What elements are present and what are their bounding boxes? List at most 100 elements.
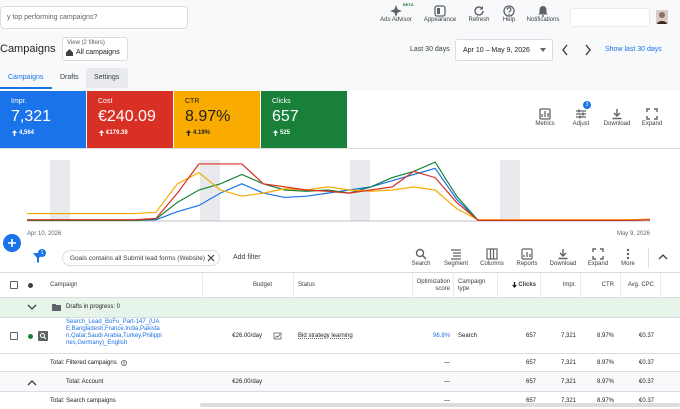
table-tool-label[interactable]: Columns [480,261,504,267]
table-tool-icon[interactable] [415,248,427,260]
table-tool-label[interactable]: More [621,261,635,267]
metric-card[interactable]: Cost €240.09 €179.39 [87,91,173,148]
column-header[interactable]: Status [298,282,316,288]
chart-tool-icon[interactable] [611,108,623,120]
icon-part [274,333,281,339]
icon-part [576,110,586,118]
chip-text: Goals contains all Submit lead forms (We… [70,255,205,262]
help-icon [121,360,127,366]
table-tool-label[interactable]: Search [411,261,431,267]
icon-part [523,252,531,257]
metric-card[interactable]: Impr. 7,321 4,564 [0,91,86,148]
date-caret[interactable] [540,48,546,52]
filter-chip[interactable]: Goals contains all Submit lead forms (We… [62,250,220,266]
toolbar-icon[interactable] [503,5,515,17]
table-tool-icon[interactable] [557,248,569,260]
campaign-type-icon [38,331,48,341]
column-header[interactable]: Campaign type [458,278,486,292]
column-header[interactable]: CTR [601,282,614,288]
total-impr: 7,321 [560,398,576,404]
tab[interactable]: Drafts [60,74,79,81]
icon-part [626,252,630,256]
view-icon [66,49,73,56]
chart-tool-label[interactable]: Adjust [572,121,590,127]
row-checkbox[interactable] [10,332,18,340]
column-header[interactable]: Campaign [50,282,78,288]
filter-badge: 1 [38,249,46,257]
total-cpc: €0.37 [638,379,654,385]
table-tool-icon[interactable] [622,248,634,260]
table-tool-icon[interactable] [592,248,604,260]
fab[interactable] [3,234,21,252]
toolbar-label[interactable]: Notifications [526,17,560,23]
metric-change: 4,564 [19,130,35,136]
toolbar-label[interactable]: Appearance [423,17,457,23]
next-arrow[interactable] [585,44,591,56]
toolbar-label[interactable]: Ads Advisor [380,17,412,23]
column-header[interactable]: Impr. [562,282,576,288]
total-opt: — [444,360,450,366]
chart-tool-label[interactable]: Expand [641,121,663,127]
icon-part [40,333,45,338]
drafts-chevron[interactable] [27,304,37,310]
campaign-name[interactable]: Search_Lead_BoFu_Part-147_(UAE,Banglades… [66,319,162,346]
add-filter[interactable]: Add filter [233,254,261,261]
column-header[interactable]: Clicks [518,282,536,288]
beta-badge: BETA [403,2,414,7]
h-scrollbar [200,403,680,407]
metric-card[interactable]: CTR 8.97% 4.19% [174,91,260,148]
toolbar-icon[interactable] [473,5,485,17]
table-tool-icon[interactable] [450,248,462,260]
view-box[interactable]: View (2 filters) All campaigns [62,37,128,61]
chart-tool-icon[interactable] [539,108,551,120]
prev-arrow[interactable] [562,44,568,56]
toolbar-label[interactable]: Help [502,17,516,23]
account-box[interactable] [570,8,650,27]
toolbar-icon[interactable] [434,5,446,17]
metric-change: 525 [280,130,291,136]
table-header-bg [0,273,680,298]
table-tool-label[interactable]: Reports [516,261,538,267]
chart-tool-icon[interactable] [646,108,658,120]
toolbar-icon[interactable] [537,5,549,17]
header-checkbox[interactable] [10,281,18,289]
chart-tool-label[interactable]: Metrics [535,121,555,127]
toolbar-icon[interactable] [390,5,402,17]
total-ctr: 8.97% [596,398,614,404]
tab[interactable]: Settings [94,74,120,81]
icon-part [562,44,568,56]
column-header[interactable]: Budget [252,282,272,288]
icon-part [508,13,510,15]
avatar[interactable] [656,10,668,24]
metric-value: 8.97% [185,108,231,125]
search-box[interactable]: y top performing campaigns? [0,6,188,29]
sort-arrow [512,282,517,288]
toolbar-label[interactable]: Refresh [468,17,490,23]
table-tool-label[interactable]: Expand [587,261,609,267]
cell-type: Search [458,333,478,339]
icon-part [38,331,48,341]
collapse-chart[interactable] [658,254,668,260]
date-range[interactable]: Apr 10 – May 9, 2026 [455,39,553,61]
table-tool-icon[interactable] [486,248,498,260]
total-chevron[interactable] [27,380,37,386]
tab[interactable]: Campaigns [8,74,44,81]
table-tool-label[interactable]: Segment [443,261,468,267]
show-last[interactable]: Show last 30 days [605,46,662,53]
total-clicks: 657 [525,379,536,385]
chart-tool-label[interactable]: Download [603,121,631,127]
chip-close[interactable] [207,254,215,262]
table-tool-icon[interactable] [521,248,533,260]
cell-impr: 7,321 [560,333,576,339]
column-header[interactable]: Avg. CPC [627,282,654,288]
metric-card[interactable]: Clicks 657 525 [261,91,347,148]
table-tool-label[interactable]: Download [549,261,577,267]
chart-tool-icon[interactable] [575,108,587,120]
weekend-band [50,160,70,221]
total-budget: €26.00/day [232,379,262,385]
icon-part [585,44,591,56]
drafts-label: Drafts in progress: 0 [66,304,121,310]
column-header[interactable]: Optimization score [416,278,450,292]
icon-part [123,363,125,365]
